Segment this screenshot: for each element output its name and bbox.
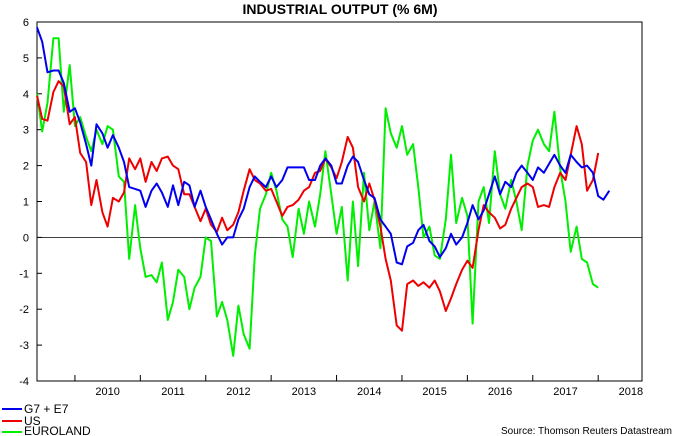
x-tick-label: 2014 <box>357 386 381 398</box>
y-tick-label: 0 <box>23 232 29 244</box>
legend: G7 + E7 US EUROLAND <box>2 402 91 436</box>
x-tick-label: 2011 <box>161 386 185 398</box>
y-tick-label: -4 <box>19 376 29 388</box>
y-tick-label: 4 <box>23 89 29 101</box>
y-tick-label: -3 <box>19 340 29 352</box>
series-line-g7-e7 <box>36 27 611 266</box>
source-note: Source: Thomson Reuters Datastream <box>501 426 672 436</box>
y-tick-label: 1 <box>23 197 29 209</box>
y-tick-label: -1 <box>19 268 29 280</box>
legend-label-g7-e7: G7 + E7 <box>24 402 69 416</box>
x-axis: 2010 2011 2012 2013 2014 2015 2016 2017 2018 <box>74 375 643 398</box>
x-tick-label: 2013 <box>292 386 316 398</box>
series-layer <box>36 27 611 357</box>
y-tick-label: 2 <box>23 161 29 173</box>
legend-label-us: US <box>24 414 41 428</box>
x-tick-label: 2016 <box>488 386 512 398</box>
y-tick-label: 6 <box>23 17 29 29</box>
y-tick-label: 3 <box>23 125 29 137</box>
x-tick-label: 2015 <box>422 386 446 398</box>
legend-label-euroland: EUROLAND <box>24 424 91 436</box>
y-tick-label: -2 <box>19 304 29 316</box>
series-line-euroland <box>36 37 599 357</box>
x-tick-label: 2010 <box>95 386 119 398</box>
y-tick-label: 5 <box>23 53 29 65</box>
x-tick-label: 2018 <box>619 386 643 398</box>
x-tick-label: 2012 <box>226 386 250 398</box>
chart-title: INDUSTRIAL OUTPUT (% 6M) <box>243 1 438 17</box>
x-tick-label: 2017 <box>553 386 577 398</box>
